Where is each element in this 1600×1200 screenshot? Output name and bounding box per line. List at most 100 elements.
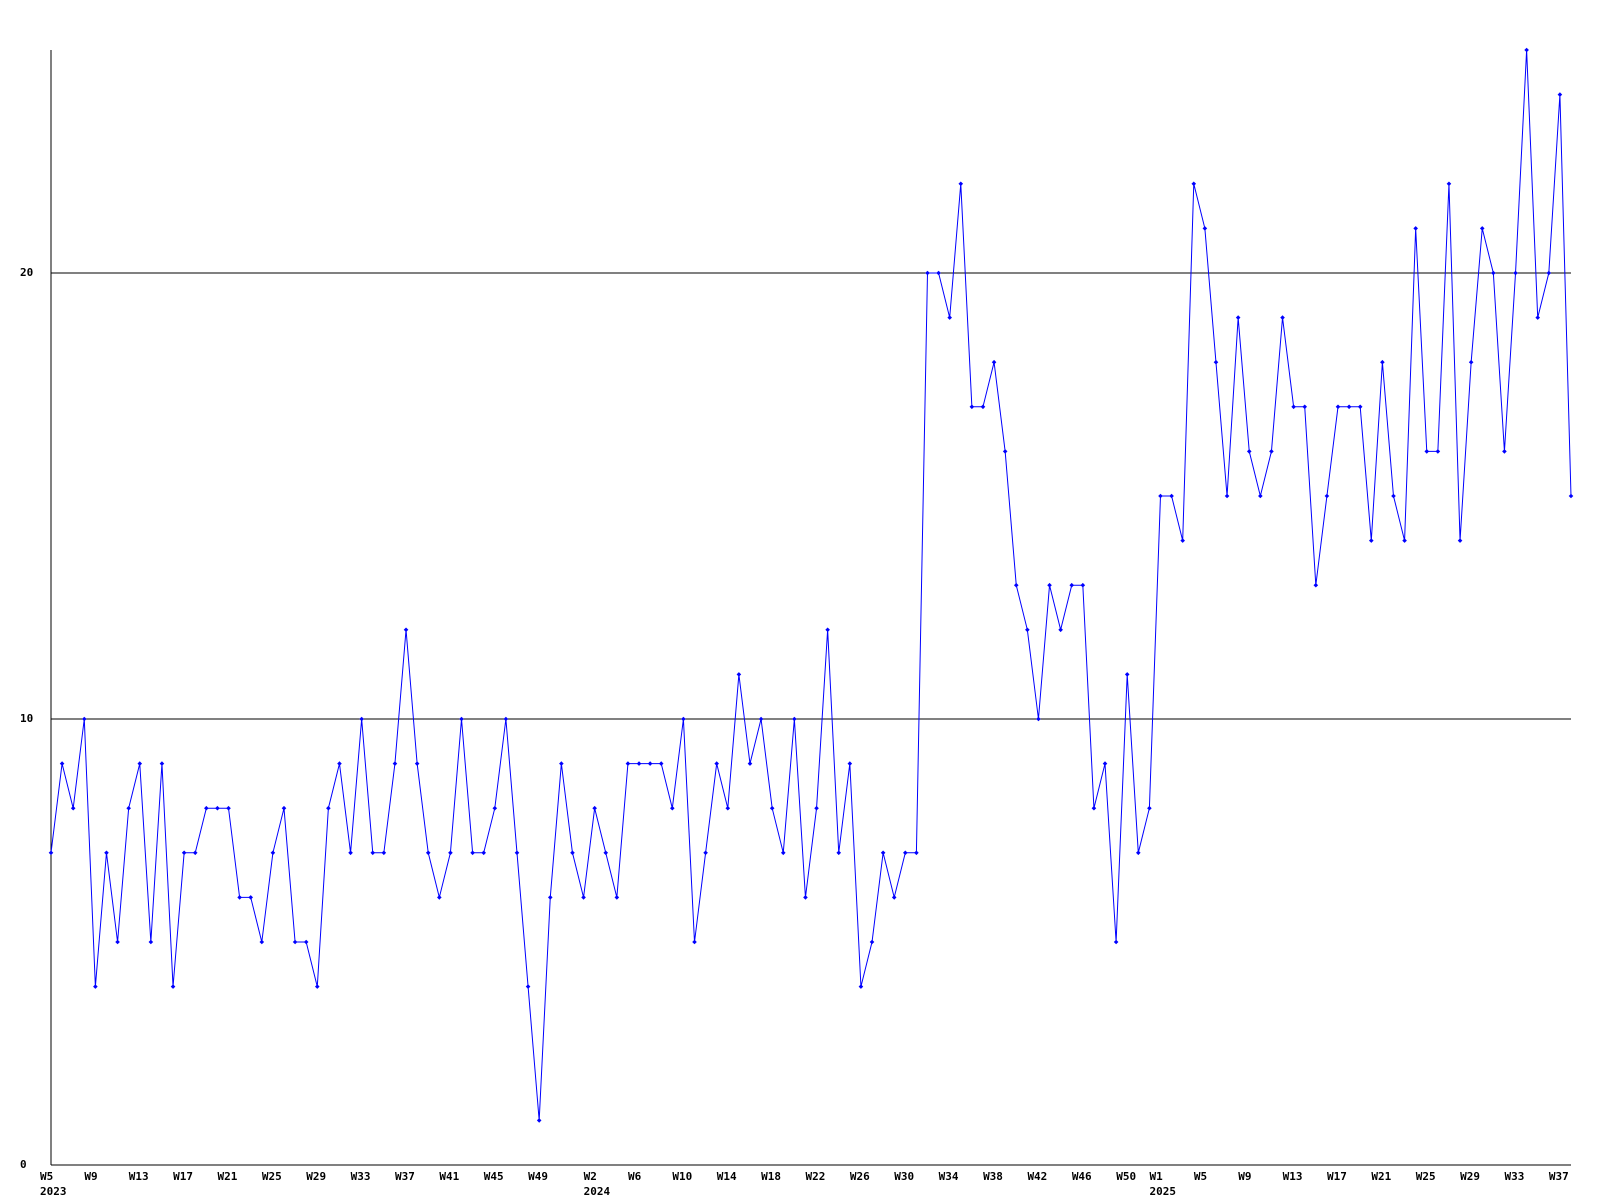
x-tick-label: W17 bbox=[1327, 1170, 1347, 1183]
x-tick-label: W33 bbox=[1505, 1170, 1525, 1183]
data-point bbox=[547, 895, 553, 900]
data-point bbox=[1224, 493, 1230, 499]
data-point bbox=[780, 850, 786, 856]
data-point bbox=[1435, 449, 1441, 454]
data-point bbox=[248, 895, 254, 900]
x-tick-label: W50 bbox=[1116, 1170, 1136, 1183]
x-tick-label: W21 bbox=[1371, 1170, 1391, 1183]
data-point bbox=[947, 315, 952, 320]
data-point bbox=[825, 627, 830, 633]
data-point bbox=[1424, 449, 1430, 454]
data-point bbox=[314, 984, 320, 989]
x-tick-label: W33 bbox=[351, 1170, 371, 1183]
x-tick-label: W14 bbox=[717, 1170, 737, 1183]
data-point bbox=[1502, 449, 1507, 454]
year-label: 2024 bbox=[584, 1185, 611, 1198]
data-point bbox=[1524, 47, 1529, 53]
data-point bbox=[1557, 92, 1563, 97]
data-point bbox=[581, 895, 586, 900]
data-point bbox=[492, 805, 498, 811]
data-point bbox=[1124, 672, 1130, 677]
data-point bbox=[747, 761, 753, 766]
data-point bbox=[303, 939, 309, 945]
data-point bbox=[692, 939, 697, 945]
year-label: 2023 bbox=[40, 1185, 67, 1198]
data-point bbox=[270, 850, 276, 856]
data-point bbox=[1368, 538, 1374, 543]
x-tick-label: W37 bbox=[395, 1170, 415, 1183]
data-point bbox=[803, 895, 808, 900]
data-point bbox=[281, 805, 287, 811]
data-point bbox=[670, 805, 675, 811]
data-point bbox=[337, 761, 342, 766]
data-point bbox=[1269, 449, 1274, 454]
data-point bbox=[181, 850, 187, 856]
data-point bbox=[59, 761, 65, 766]
x-tick-label: W10 bbox=[672, 1170, 692, 1183]
data-point bbox=[969, 404, 975, 410]
x-tick-label: W38 bbox=[983, 1170, 1003, 1183]
data-point bbox=[1058, 627, 1063, 633]
data-point bbox=[1446, 181, 1452, 187]
data-point bbox=[1491, 270, 1496, 276]
data-point bbox=[1235, 315, 1241, 320]
data-point bbox=[414, 761, 420, 766]
data-point bbox=[847, 761, 853, 766]
data-point bbox=[437, 895, 442, 900]
data-point bbox=[1102, 761, 1108, 766]
data-point bbox=[470, 850, 475, 856]
data-point bbox=[925, 270, 930, 276]
data-point bbox=[259, 939, 265, 945]
data-point bbox=[1468, 359, 1474, 365]
data-point bbox=[658, 761, 664, 766]
data-point bbox=[392, 761, 398, 766]
data-point bbox=[148, 939, 154, 945]
data-point bbox=[1246, 449, 1252, 454]
data-point bbox=[1069, 582, 1075, 588]
x-tick-label: W22 bbox=[806, 1170, 826, 1183]
data-point bbox=[681, 716, 686, 722]
data-point bbox=[70, 805, 76, 811]
data-point bbox=[370, 850, 376, 856]
data-point bbox=[1135, 850, 1141, 856]
data-point bbox=[215, 805, 220, 811]
x-tick-label: W1 bbox=[1149, 1170, 1163, 1183]
data-point bbox=[1113, 939, 1119, 945]
data-point bbox=[226, 805, 231, 811]
data-point bbox=[891, 895, 897, 900]
y-tick-label: 0 bbox=[20, 1158, 27, 1171]
data-point bbox=[326, 805, 331, 811]
x-tick-label: W25 bbox=[1416, 1170, 1436, 1183]
x-tick-label: W29 bbox=[306, 1170, 326, 1183]
data-point bbox=[792, 716, 797, 722]
data-point bbox=[525, 984, 531, 989]
data-point bbox=[1402, 538, 1407, 543]
data-point bbox=[403, 627, 409, 633]
data-point bbox=[1147, 805, 1152, 811]
data-point bbox=[559, 761, 564, 766]
x-tick-label: W45 bbox=[484, 1170, 504, 1183]
data-point bbox=[1002, 449, 1008, 454]
data-point bbox=[1291, 404, 1296, 410]
data-point bbox=[1346, 404, 1352, 410]
data-line bbox=[50, 49, 1572, 1121]
data-point bbox=[1213, 359, 1219, 365]
data-point bbox=[1335, 404, 1341, 410]
data-point bbox=[980, 404, 986, 410]
data-point bbox=[647, 761, 653, 766]
data-point bbox=[592, 805, 597, 811]
data-point bbox=[1091, 805, 1097, 811]
y-tick-label: 10 bbox=[20, 712, 33, 725]
data-point bbox=[204, 805, 209, 811]
data-point bbox=[104, 850, 109, 856]
data-point bbox=[858, 984, 864, 989]
data-point bbox=[1391, 493, 1396, 499]
data-point bbox=[636, 761, 642, 766]
data-point bbox=[991, 359, 997, 365]
x-tick-label: W42 bbox=[1027, 1170, 1047, 1183]
x-tick-label: W25 bbox=[262, 1170, 282, 1183]
data-point bbox=[936, 270, 941, 276]
x-tick-label: W21 bbox=[218, 1170, 238, 1183]
data-point bbox=[736, 672, 742, 677]
